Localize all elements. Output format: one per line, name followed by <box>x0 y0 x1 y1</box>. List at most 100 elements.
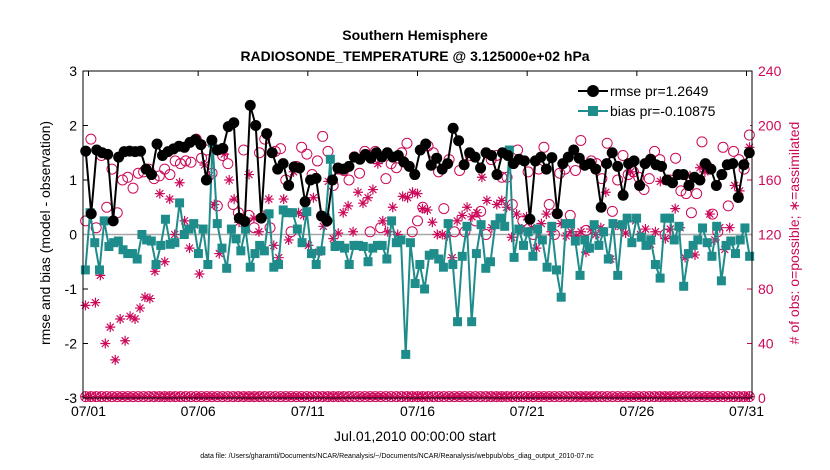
rmse-point <box>261 128 273 140</box>
bias-point <box>679 281 689 291</box>
bias-point <box>264 209 274 219</box>
y2-tick-label: 240 <box>758 63 782 79</box>
rmse-point <box>634 179 646 191</box>
assimilated-point <box>100 338 111 349</box>
assimilated-point <box>125 311 136 322</box>
data-file-footer: data file: /Users/gharamti/Documents/NCA… <box>200 453 594 460</box>
bias-point <box>500 221 510 231</box>
assimilated-point <box>149 266 160 277</box>
assimilated-point <box>437 229 448 240</box>
bias-point <box>250 249 260 259</box>
rmse-point <box>606 147 618 159</box>
possible-point <box>564 209 576 221</box>
bias-point <box>660 213 670 223</box>
bias-point <box>179 230 189 239</box>
rmse-point <box>409 169 421 181</box>
assimilated-point <box>139 292 150 303</box>
bias-point <box>424 250 434 260</box>
rmse-point <box>666 177 678 189</box>
assimilated-point <box>660 233 671 244</box>
assimilated-point <box>248 213 259 224</box>
assimilated-point <box>263 194 274 205</box>
bias-point <box>165 239 175 249</box>
assimilated-point <box>729 180 740 191</box>
assimilated-point <box>496 195 507 206</box>
rmse-point <box>244 99 256 111</box>
assimilated-point <box>120 335 131 346</box>
bias-point <box>175 198 185 208</box>
possible-point <box>301 148 313 160</box>
rmse-point <box>502 149 514 161</box>
bias-point <box>203 259 213 269</box>
bias-point <box>575 270 585 280</box>
assimilated-zero-point <box>744 391 755 402</box>
bias-point <box>495 213 505 223</box>
assimilated-point <box>417 203 428 214</box>
rmse-point <box>683 179 695 191</box>
possible-point <box>438 203 450 215</box>
possible-point <box>575 134 587 146</box>
bias-point <box>674 221 684 231</box>
bias-point <box>184 224 194 234</box>
possible-point <box>617 149 629 161</box>
possible-point <box>185 156 197 168</box>
bias-point <box>104 241 114 251</box>
bias-point <box>245 262 255 272</box>
bias-point <box>420 284 430 294</box>
bias-point <box>490 220 500 230</box>
bias-point <box>467 317 477 327</box>
bias-point <box>132 254 142 264</box>
bias-point <box>269 262 279 272</box>
y-tick-label: -2 <box>65 336 78 352</box>
rmse-point <box>299 196 311 208</box>
possible-point <box>354 167 366 179</box>
assimilated-point <box>387 202 398 213</box>
possible-point <box>380 173 392 185</box>
bias-point <box>726 236 736 246</box>
assimilated-point <box>253 226 264 237</box>
assimilated-point <box>457 210 468 221</box>
bias-point <box>137 230 147 239</box>
bias-point <box>259 246 269 256</box>
assimilated-point <box>229 194 240 205</box>
possible-point <box>675 185 687 197</box>
legend-rmse-marker <box>587 85 599 97</box>
bias-point <box>255 240 265 250</box>
bias-point <box>382 254 392 264</box>
bias-point <box>608 219 618 229</box>
bias-point <box>222 263 232 273</box>
assimilated-point <box>134 303 145 314</box>
assimilated-point <box>640 224 651 235</box>
bias-point <box>547 221 557 231</box>
assimilated-point <box>412 188 423 199</box>
y-tick-label: 3 <box>69 63 77 79</box>
assimilated-point <box>571 230 582 241</box>
x-axis-label: Jul.01,2010 00:00:00 start <box>334 428 496 444</box>
assimilated-point <box>169 229 180 240</box>
assimilated-point <box>476 172 487 183</box>
x-tick-label: 07/16 <box>400 403 435 419</box>
bias-point <box>716 276 726 286</box>
assimilated-point <box>164 194 175 205</box>
assimilated-point <box>343 200 354 211</box>
bias-point <box>504 145 514 155</box>
possible-point <box>164 169 176 181</box>
x-tick-label: 07/11 <box>291 403 325 419</box>
bias-point <box>486 257 496 267</box>
assimilated-point <box>308 192 319 203</box>
rmse-point <box>431 152 443 164</box>
rmse-point <box>403 160 415 172</box>
assimilated-point <box>144 293 155 304</box>
assimilated-point <box>154 188 165 199</box>
bias-point <box>594 240 604 250</box>
assimilated-point <box>704 209 715 220</box>
rmse-point <box>217 142 229 154</box>
rmse-point <box>85 208 97 220</box>
assimilated-point <box>224 175 235 185</box>
possible-point <box>343 174 355 186</box>
assimilated-point <box>561 230 572 241</box>
possible-point <box>538 141 550 153</box>
possible-point <box>691 188 703 200</box>
rmse-point <box>568 144 580 156</box>
